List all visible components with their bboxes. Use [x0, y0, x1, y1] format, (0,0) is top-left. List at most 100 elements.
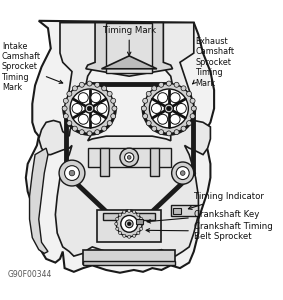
- Circle shape: [63, 98, 68, 103]
- Circle shape: [172, 162, 194, 184]
- Circle shape: [164, 104, 173, 113]
- Text: Crankshaft Timing
Belt Sprocket: Crankshaft Timing Belt Sprocket: [146, 221, 273, 241]
- Circle shape: [146, 91, 151, 96]
- Bar: [136, 219, 143, 224]
- Circle shape: [112, 106, 117, 111]
- Circle shape: [181, 126, 186, 131]
- Circle shape: [127, 155, 131, 159]
- Circle shape: [125, 220, 133, 228]
- Text: Exhaust
Camshaft
Sprocket
Timing
Mark: Exhaust Camshaft Sprocket Timing Mark: [193, 37, 235, 88]
- Circle shape: [143, 114, 148, 119]
- Circle shape: [111, 114, 116, 119]
- Bar: [106, 22, 152, 74]
- Circle shape: [190, 114, 195, 119]
- Circle shape: [62, 106, 67, 111]
- Polygon shape: [102, 56, 157, 69]
- Circle shape: [120, 148, 138, 166]
- Circle shape: [67, 91, 72, 96]
- Circle shape: [102, 86, 107, 91]
- Bar: [83, 261, 175, 266]
- Text: Timing Mark: Timing Mark: [103, 26, 156, 56]
- Circle shape: [63, 114, 68, 119]
- Circle shape: [69, 170, 75, 176]
- Circle shape: [119, 213, 122, 216]
- Circle shape: [181, 86, 186, 91]
- Circle shape: [70, 89, 109, 128]
- Circle shape: [107, 121, 112, 126]
- Circle shape: [123, 234, 126, 237]
- Circle shape: [152, 126, 157, 131]
- Bar: [171, 206, 198, 216]
- Circle shape: [91, 114, 101, 124]
- Circle shape: [186, 91, 192, 96]
- Circle shape: [121, 215, 138, 232]
- Circle shape: [191, 106, 196, 111]
- Circle shape: [159, 130, 164, 135]
- Circle shape: [146, 121, 151, 126]
- Circle shape: [65, 84, 114, 134]
- Bar: [149, 148, 159, 176]
- Circle shape: [95, 82, 100, 87]
- Circle shape: [176, 103, 186, 113]
- Circle shape: [137, 231, 140, 235]
- Circle shape: [176, 167, 189, 179]
- Bar: [9, 16, 212, 270]
- Circle shape: [125, 153, 134, 162]
- Circle shape: [159, 82, 164, 87]
- Circle shape: [186, 121, 192, 126]
- Circle shape: [85, 104, 94, 113]
- Circle shape: [91, 93, 101, 103]
- Circle shape: [111, 98, 116, 103]
- Circle shape: [133, 210, 136, 213]
- Circle shape: [128, 209, 131, 212]
- Circle shape: [158, 114, 168, 124]
- Circle shape: [95, 130, 100, 135]
- Circle shape: [67, 121, 72, 126]
- Circle shape: [102, 126, 107, 131]
- Circle shape: [72, 103, 82, 113]
- Bar: [83, 250, 175, 263]
- Circle shape: [144, 84, 194, 134]
- Bar: [88, 148, 171, 166]
- Bar: [100, 148, 109, 176]
- Polygon shape: [29, 148, 48, 254]
- Circle shape: [151, 103, 161, 113]
- Text: Timing Indicator: Timing Indicator: [188, 192, 264, 209]
- Polygon shape: [60, 22, 194, 122]
- Circle shape: [115, 222, 118, 225]
- Circle shape: [119, 231, 122, 235]
- Bar: [173, 208, 181, 214]
- Text: G90F00344: G90F00344: [7, 270, 52, 279]
- Circle shape: [174, 82, 179, 87]
- Circle shape: [140, 217, 143, 220]
- Bar: [97, 210, 162, 242]
- Circle shape: [167, 106, 171, 111]
- Circle shape: [166, 131, 171, 136]
- Circle shape: [72, 126, 77, 131]
- Circle shape: [128, 235, 131, 238]
- Circle shape: [87, 106, 92, 111]
- Circle shape: [152, 86, 157, 91]
- Circle shape: [116, 217, 119, 220]
- Circle shape: [170, 114, 180, 124]
- Circle shape: [158, 93, 168, 103]
- Circle shape: [79, 130, 84, 135]
- Circle shape: [78, 93, 88, 103]
- Circle shape: [65, 166, 79, 181]
- Circle shape: [142, 106, 147, 111]
- Polygon shape: [39, 121, 211, 256]
- Bar: [103, 213, 155, 220]
- Circle shape: [127, 222, 131, 226]
- Circle shape: [87, 131, 92, 136]
- Circle shape: [87, 81, 92, 86]
- Circle shape: [137, 213, 140, 216]
- Circle shape: [140, 227, 143, 230]
- Circle shape: [170, 93, 180, 103]
- Circle shape: [166, 81, 171, 86]
- Circle shape: [116, 211, 142, 237]
- Text: Intake
Camshaft
Sprocket
Timing
Mark: Intake Camshaft Sprocket Timing Mark: [2, 42, 63, 92]
- Circle shape: [79, 82, 84, 87]
- Circle shape: [97, 103, 107, 113]
- Circle shape: [133, 234, 136, 237]
- Circle shape: [123, 210, 126, 213]
